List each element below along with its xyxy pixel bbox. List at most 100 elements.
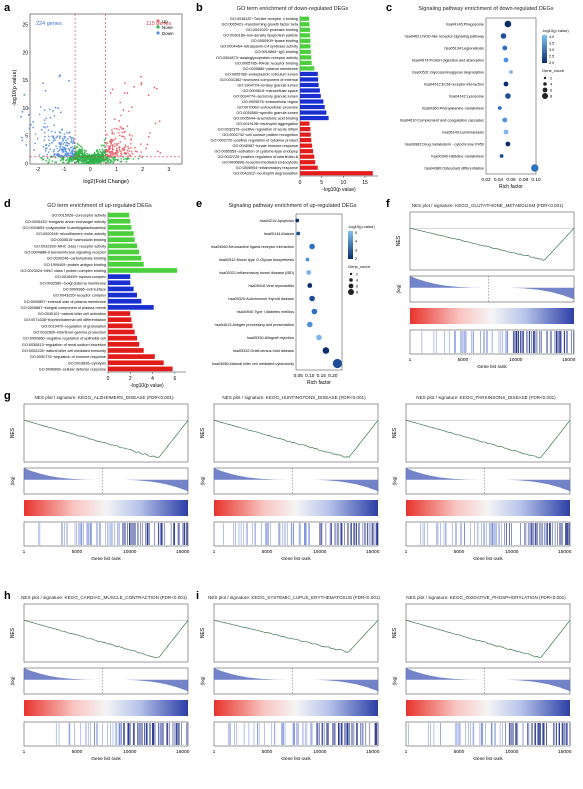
go-bar: [300, 127, 311, 132]
go-term-label: GO:0002732~cell surface pattern recognit…: [222, 133, 298, 137]
volcano-point: [98, 159, 101, 162]
gsea-xtick: 1: [23, 749, 26, 755]
volcano-point: [81, 148, 84, 151]
volcano-point: [53, 115, 56, 117]
volcano-ytick: 15: [22, 78, 28, 84]
volcano-xtick: 0: [89, 167, 92, 173]
volcano-point: [51, 156, 54, 158]
volcano-point: [70, 146, 72, 149]
go-bar: [108, 280, 131, 286]
volcano-point: [62, 158, 65, 161]
go-bar: [300, 154, 315, 159]
go-bar: [300, 16, 310, 21]
volcano-point: [83, 157, 86, 159]
go-term-label: GO:0030169~low-density lipoprotein parti…: [223, 34, 298, 38]
panel-label-c: c: [386, 2, 393, 14]
pathway-dot: [309, 295, 315, 302]
go-term-label: GO:0030101~natural killer cell activatio…: [38, 312, 106, 316]
go-term-label: GO:0009986~cell surface: [63, 287, 106, 291]
go-term-label: GO:0071638~trophectodermal cell differen…: [24, 318, 106, 322]
pathway-label: hsa04974:Protein digestion and absorptio…: [412, 58, 484, 62]
volcano-point: [52, 109, 54, 112]
volcano-point: [106, 142, 109, 145]
volcano-point: [108, 146, 111, 149]
volcano-point: [112, 148, 114, 151]
dot-xtick: 0.06: [506, 177, 516, 183]
volcano-point: [93, 151, 96, 154]
legend-down-dot: [156, 31, 160, 35]
volcano-point: [108, 162, 110, 164]
volcano-point: [128, 150, 131, 153]
volcano-point: [42, 145, 45, 148]
pathway-label: hsa05321:Inflammatory bowel disease (IBD…: [219, 271, 294, 275]
go-term-label: GO:0005785~RAGE receptor binding: [235, 61, 298, 65]
volcano-ytick: 25: [22, 23, 28, 29]
pathway-dot: [309, 243, 315, 250]
bar-xtick: 2: [129, 376, 132, 382]
dot-xtick: 0.05: [294, 373, 304, 379]
bar-xtick: 0: [299, 180, 302, 186]
pathway-label: hsa04142:Lysosome: [449, 94, 484, 98]
volcano-point: [78, 144, 80, 147]
volcano-point: [59, 159, 62, 162]
gsea-xtick: 1: [409, 357, 412, 363]
volcano-point: [94, 162, 96, 165]
volcano-point: [33, 149, 35, 151]
nes-ylabel: NES: [10, 427, 16, 438]
legend-size-dot: [543, 76, 547, 80]
go-bar: [108, 231, 134, 236]
gsea-xtick: 1: [405, 749, 408, 755]
volcano-point: [84, 162, 86, 164]
pathway-label: hsa00982:Drug metabolism - cytochrome P4…: [405, 142, 484, 146]
nes-ylabel: NES: [392, 427, 398, 438]
volcano-points: [20, 74, 162, 165]
volcano-point: [124, 157, 127, 160]
volcano-point: [116, 151, 119, 154]
volcano-point: [66, 144, 69, 147]
gsea-xlabel: Gene list rank: [91, 556, 121, 562]
volcano-point: [44, 131, 46, 134]
panel-label-b: b: [196, 2, 203, 14]
go-bar: [300, 99, 324, 104]
volcano-point: [63, 141, 66, 144]
volcano-point: [59, 74, 62, 77]
volcano-point: [58, 149, 61, 152]
volcano-point: [69, 159, 71, 161]
running-es-curve: [23, 419, 189, 458]
legend-color-tick: 2.0: [549, 61, 554, 65]
gsea-xtick: 10000: [505, 749, 519, 755]
nes-frame: [23, 603, 189, 663]
go-bar: [300, 27, 310, 32]
pathway-dot: [307, 321, 313, 328]
go-term-label: GO:0043312~neutrophil degranulation: [233, 172, 298, 176]
volcano-xtick: -2: [36, 167, 41, 173]
volcano-point: [62, 143, 65, 145]
volcano-point: [100, 144, 103, 147]
pathway-dot: [499, 154, 504, 158]
bar-xlabel: -log10(p value): [322, 187, 356, 193]
go-bar: [108, 268, 178, 273]
volcano-point: [125, 160, 128, 163]
go-term-label: GO:0050776~regulation of immune response: [30, 355, 106, 359]
legend-color-tick: 5: [355, 231, 357, 235]
dot-frame: [295, 213, 343, 371]
volcano-point: [70, 160, 73, 163]
volcano-point: [62, 150, 65, 153]
volcano-point: [158, 120, 161, 123]
volcano-point: [106, 161, 108, 164]
volcano-point: [98, 148, 101, 151]
volcano-point: [119, 125, 122, 128]
volcano-point: [67, 137, 69, 140]
pathway-label: hsa04612:Antigen processing and presenta…: [215, 323, 294, 327]
volcano-point: [111, 151, 113, 153]
pathway-label: hsa00360:Phenylalanine metabolism: [422, 106, 484, 110]
volcano-point: [129, 142, 132, 145]
volcano-point: [90, 157, 92, 160]
volcano-point: [97, 158, 99, 160]
pathway-up-title: Signaling pathway enrichment of up-regul…: [228, 203, 357, 209]
volcano-point: [123, 158, 125, 161]
rank-heatbar: [406, 700, 570, 716]
volcano-point: [72, 156, 75, 159]
